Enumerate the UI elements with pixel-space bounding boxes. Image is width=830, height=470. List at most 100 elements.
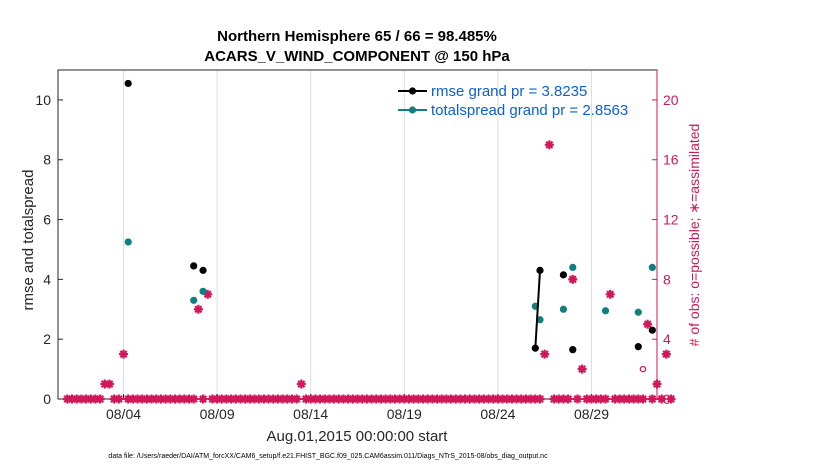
totalspread-point bbox=[190, 296, 198, 304]
legend-marker bbox=[408, 87, 417, 95]
obs-assimilated-marker bbox=[119, 349, 129, 359]
totalspread-point bbox=[648, 263, 656, 271]
totalspread-point bbox=[559, 305, 568, 313]
x-tick-label: 08/09 bbox=[200, 406, 235, 422]
x-axis-label: Aug.01,2015 00:00:00 start bbox=[267, 428, 449, 445]
obs-assimilated-marker bbox=[292, 394, 302, 404]
obs-assimilated-marker bbox=[104, 379, 114, 389]
x-axis: 08/04 08/09 08/14 08/19 08/24 08/29 bbox=[106, 394, 609, 422]
y-right-tick-label: 8 bbox=[663, 271, 671, 287]
legend-label: totalspread grand pr = 2.8563 bbox=[431, 102, 628, 119]
grid bbox=[123, 70, 592, 399]
x-tick-label: 08/29 bbox=[574, 406, 609, 422]
y-left-tick-label: 2 bbox=[43, 331, 51, 347]
obs-assimilated-marker bbox=[638, 394, 648, 404]
x-tick-label: 08/14 bbox=[293, 406, 328, 422]
obs-assimilated-stroke bbox=[667, 395, 675, 403]
obs-assimilated-marker bbox=[643, 319, 653, 329]
obs-assimilated-stroke bbox=[653, 380, 661, 389]
obs-assimilated-marker bbox=[568, 274, 578, 284]
obs-assimilated-stroke bbox=[96, 395, 105, 403]
obs-assimilated-stroke bbox=[606, 290, 615, 299]
totalspread-point bbox=[601, 307, 610, 315]
obs-assimilated-marker bbox=[114, 394, 124, 404]
obs-assimilated-marker bbox=[577, 364, 587, 374]
obs-assimilated-stroke bbox=[297, 380, 306, 389]
totalspread-point bbox=[569, 263, 577, 271]
obs-assimilated-stroke bbox=[189, 395, 198, 403]
x-tick-label: 08/24 bbox=[480, 406, 515, 422]
totalspread-point bbox=[124, 238, 132, 246]
rmse-point bbox=[536, 266, 544, 274]
rmse-point bbox=[190, 262, 198, 270]
obs-assimilated-marker bbox=[657, 394, 667, 404]
obs-assimilated-marker bbox=[296, 379, 306, 389]
obs-possible-marker bbox=[639, 365, 647, 373]
obs-assimilated-stroke bbox=[639, 395, 647, 403]
totalspread-point bbox=[634, 308, 642, 316]
y-left-tick-label: 4 bbox=[43, 271, 51, 287]
obs-assimilated-stroke bbox=[114, 395, 123, 403]
obs-assimilated-marker bbox=[193, 304, 203, 314]
obs-assimilated-stroke bbox=[657, 395, 666, 403]
rmse-point bbox=[559, 271, 568, 279]
chart-title-line-2: ACARS_V_WIND_COMPONENT @ 150 hPa bbox=[204, 48, 510, 65]
obs-assimilated-stroke bbox=[648, 395, 657, 403]
obs-assimilated-stroke bbox=[568, 275, 577, 284]
obs-assimilated-marker bbox=[540, 349, 550, 359]
y-left-tick-label: 0 bbox=[43, 391, 51, 407]
obs-assimilated-stroke bbox=[564, 395, 573, 403]
totalspread-point bbox=[199, 287, 207, 295]
obs-assimilated-marker bbox=[572, 394, 582, 404]
obs-assimilated-stroke bbox=[540, 350, 549, 359]
obs-assimilated-marker bbox=[535, 394, 545, 404]
obs-assimilated-stroke bbox=[199, 395, 208, 403]
x-tick-label: 08/19 bbox=[387, 406, 422, 422]
obs-assimilated-stroke bbox=[194, 305, 203, 314]
rmse-point bbox=[531, 344, 539, 352]
obs-assimilated-marker bbox=[544, 140, 554, 150]
obs-assimilated-stroke bbox=[536, 395, 544, 403]
obs-assimilated-marker bbox=[198, 394, 208, 404]
legend-marker bbox=[408, 106, 417, 114]
data-file-footer: data file: /Users/raeder/DAI/ATM_forcXX/… bbox=[108, 453, 548, 460]
x-tick-label: 08/04 bbox=[106, 406, 141, 422]
obs-assimilated-stroke bbox=[105, 380, 114, 389]
rmse-point bbox=[634, 343, 642, 351]
y-right-tick-label: 20 bbox=[663, 92, 679, 108]
obs-assimilated-marker bbox=[666, 394, 676, 404]
rmse-point bbox=[124, 79, 132, 88]
obs-assimilated-marker bbox=[647, 394, 657, 404]
obs-assimilated-stroke bbox=[573, 395, 582, 403]
y-left-tick-label: 8 bbox=[43, 152, 51, 168]
data-marks bbox=[62, 79, 676, 404]
rmse-point bbox=[569, 346, 577, 354]
y-axis-left-label: rmse and totalspread bbox=[20, 170, 37, 311]
obs-assimilated-marker bbox=[661, 349, 671, 359]
y-axis-left: 0 2 4 6 8 10 bbox=[35, 92, 63, 407]
totalspread-point bbox=[536, 316, 544, 324]
obs-assimilated-marker bbox=[95, 394, 105, 404]
y-right-tick-label: 4 bbox=[663, 331, 671, 347]
y-right-tick-label: 12 bbox=[663, 212, 679, 228]
legend: rmse grand pr = 3.8235 totalspread grand … bbox=[398, 83, 628, 119]
obs-assimilated-stroke bbox=[578, 365, 587, 374]
obs-assimilated-stroke bbox=[643, 320, 652, 329]
rmse-point bbox=[199, 266, 207, 274]
y-left-tick-label: 6 bbox=[43, 212, 51, 228]
obs-assimilated-stroke bbox=[292, 395, 301, 403]
obs-assimilated-stroke bbox=[662, 350, 671, 359]
y-right-tick-label: 16 bbox=[663, 152, 679, 168]
obs-assimilated-stroke bbox=[601, 395, 610, 403]
obs-assimilated-marker bbox=[605, 289, 615, 299]
obs-assimilated-marker bbox=[652, 379, 662, 389]
obs-assimilated-stroke bbox=[119, 350, 128, 359]
rmse-line-segment bbox=[534, 270, 542, 349]
chart-title-line-1: Northern Hemisphere 65 / 66 = 98.485% bbox=[217, 28, 497, 45]
obs-assimilated-marker bbox=[601, 394, 611, 404]
y-axis-right-label: # of obs: o=possible; ∗=assimilated bbox=[686, 124, 702, 347]
rmse-point bbox=[648, 326, 656, 334]
y-left-tick-label: 10 bbox=[35, 92, 51, 108]
